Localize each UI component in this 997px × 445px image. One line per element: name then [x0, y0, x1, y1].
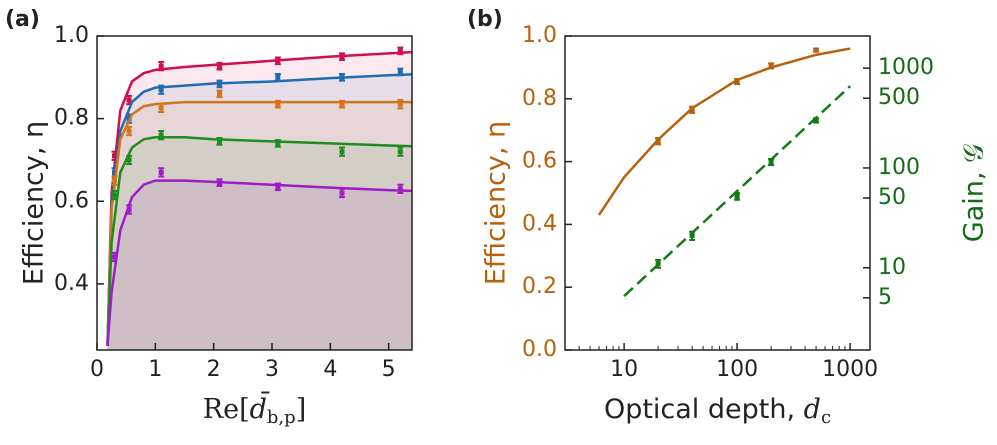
y2-axis-label: Gain, 𝒢 [959, 144, 990, 242]
data-point [112, 178, 117, 184]
plot-area [106, 46, 412, 350]
data-point [275, 101, 281, 107]
data-point [217, 81, 222, 87]
y-tick-label: 1.0 [54, 23, 89, 48]
x-tick-label: 5 [382, 357, 396, 382]
x-tick-label: 1000 [822, 357, 878, 382]
fill-area [107, 102, 412, 350]
y-tick-label: 0.4 [522, 211, 557, 236]
fit-line [597, 47, 851, 216]
data-point [655, 261, 661, 267]
y2-tick-label: 50 [878, 185, 906, 210]
data-point [112, 254, 117, 260]
x-tick-label: 0 [90, 357, 104, 382]
y-axis-label: Efficiency, η [19, 121, 50, 285]
x-axis-label: Re[d̄b,p] [203, 390, 306, 428]
fill-area [107, 52, 412, 350]
axes-frame [564, 35, 871, 351]
y-tick-label: 0.4 [54, 271, 89, 296]
data-point [734, 79, 740, 85]
data-point [217, 63, 222, 69]
data-point [158, 87, 164, 93]
data-point [655, 138, 661, 144]
x-tick-label: 3 [265, 357, 279, 382]
y-tick-label: 1.0 [522, 23, 557, 48]
data-point [158, 169, 164, 175]
data-point [112, 192, 117, 198]
x-label-part: ] [296, 394, 307, 425]
data-point [126, 207, 132, 213]
data-point [158, 132, 164, 138]
y-tick-label: 0.8 [522, 86, 557, 111]
y-tick-label: 0.2 [522, 274, 557, 299]
x-label-part: d [804, 394, 821, 425]
data-point [397, 101, 403, 107]
data-point [339, 54, 345, 60]
data-point [689, 233, 695, 239]
data-point [217, 91, 222, 97]
data-point [339, 149, 345, 155]
data-point [397, 186, 403, 192]
axes-frame [96, 35, 413, 351]
x-tick-label: 2 [207, 357, 221, 382]
data-point [275, 184, 281, 190]
x-label-part: c [821, 407, 831, 428]
x-tick-label: 100 [716, 357, 758, 382]
data-point [734, 193, 740, 199]
x-label-part: Optical depth, [604, 394, 804, 425]
x-label-part: b,p [267, 407, 296, 428]
y-axis-label: Efficiency, η [481, 121, 512, 285]
data-point [689, 107, 695, 113]
data-point [112, 169, 117, 175]
data-point [339, 101, 345, 107]
data-point [813, 47, 819, 53]
y-tick-label: 0.8 [54, 106, 89, 131]
data-point [275, 140, 281, 146]
x-tick-label: 1 [148, 357, 162, 382]
y2-tick-label: 100 [878, 155, 920, 180]
y2-tick-label: 5 [878, 285, 892, 310]
data-point [275, 58, 281, 64]
data-point [339, 74, 345, 80]
y2-tick-label: 10 [878, 255, 906, 280]
y2-tick-label: 1000 [878, 55, 934, 80]
x-tick-label: 4 [323, 357, 337, 382]
x-label-part: Re[ [203, 394, 250, 425]
data-point [339, 190, 345, 196]
x-axis-label: Optical depth, dc [604, 394, 831, 429]
data-point [217, 138, 222, 144]
data-point [217, 180, 222, 186]
fit-line [623, 85, 851, 298]
x-label-part: d̄ [250, 390, 271, 425]
data-point [275, 74, 281, 80]
data-point [397, 69, 403, 75]
y-tick-label: 0.0 [522, 337, 557, 362]
y-tick-label: 0.6 [54, 188, 89, 213]
x-tick-label: 10 [610, 357, 638, 382]
data-point [813, 117, 819, 123]
plot-area [597, 47, 851, 298]
y2-tick-label: 500 [878, 85, 920, 110]
panel-label: (b) [467, 7, 503, 32]
data-point [126, 157, 132, 163]
data-point [397, 48, 403, 54]
data-point [158, 63, 164, 69]
fit-line [106, 135, 412, 346]
data-point [158, 105, 164, 111]
data-point [397, 149, 403, 155]
fill-area [107, 137, 412, 350]
data-point [768, 63, 774, 69]
data-point [112, 153, 117, 159]
data-point [768, 159, 774, 165]
y-tick-label: 0.6 [522, 149, 557, 174]
data-point [126, 97, 132, 103]
data-point [126, 128, 132, 134]
fill-area [107, 180, 412, 350]
panel-label: (a) [5, 7, 40, 32]
